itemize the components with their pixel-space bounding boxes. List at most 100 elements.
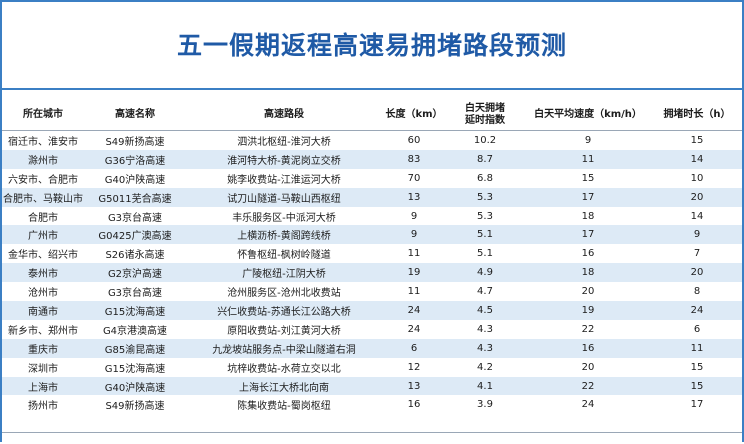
cell-duration: 9 bbox=[652, 225, 742, 245]
cell-section: 广陵枢纽-江阴大桥 bbox=[186, 263, 382, 283]
cell-avg-speed: 20 bbox=[581, 361, 595, 373]
cell-duration: 14 bbox=[690, 210, 704, 222]
cell-duration: 6 bbox=[693, 323, 701, 335]
cell-length: 60 bbox=[407, 134, 421, 146]
cell-duration: 24 bbox=[652, 301, 742, 320]
cell-city: 上海市 bbox=[2, 376, 84, 396]
cell-city: 深圳市 bbox=[28, 363, 58, 375]
col-header-section: 高速路段 bbox=[186, 100, 382, 131]
cell-length: 83 bbox=[382, 149, 446, 169]
cell-length: 13 bbox=[382, 376, 446, 396]
cell-length: 11 bbox=[407, 286, 421, 298]
cell-length: 13 bbox=[382, 187, 446, 207]
cell-city: 泰州市 bbox=[2, 263, 84, 283]
cell-duration: 20 bbox=[652, 187, 742, 207]
cell-avg-speed: 18 bbox=[581, 210, 595, 222]
cell-duration: 8 bbox=[693, 286, 701, 298]
cell-avg-speed: 11 bbox=[524, 149, 652, 169]
cell-highway: S49新扬高速 bbox=[105, 136, 165, 148]
cell-city: 合肥市 bbox=[28, 212, 58, 224]
cell-highway: G0425广澳高速 bbox=[84, 225, 186, 245]
col-header-length: 长度（km） bbox=[382, 100, 446, 131]
cell-length: 6 bbox=[382, 338, 446, 358]
cell-highway: G4京港澳高速 bbox=[102, 325, 168, 337]
cell-highway: G3京台高速 bbox=[107, 288, 163, 300]
cell-avg-speed: 9 bbox=[584, 134, 592, 146]
cell-highway: G40沪陕高速 bbox=[104, 174, 166, 186]
col-header-avg-speed: 白天平均速度（km/h） bbox=[524, 100, 652, 131]
cell-delay-index: 4.9 bbox=[446, 263, 524, 283]
cell-duration: 20 bbox=[652, 263, 742, 283]
table-bottom-rule bbox=[2, 432, 742, 433]
cell-section: 上海长江大桥北向南 bbox=[186, 376, 382, 396]
cell-highway: G85渝昆高速 bbox=[84, 338, 186, 358]
cell-delay-index: 4.7 bbox=[477, 286, 493, 298]
cell-length: 24 bbox=[382, 301, 446, 320]
cell-duration: 15 bbox=[652, 376, 742, 396]
title-divider bbox=[2, 88, 742, 90]
table-row: 宿迁市、淮安市 S49新扬高速 泗洪北枢纽-淮河大桥 60 10.2 9 15 bbox=[2, 131, 742, 150]
table-row: 泰州市 G2京沪高速 广陵枢纽-江阴大桥 19 4.9 18 20 bbox=[2, 263, 742, 283]
cell-avg-speed: 15 bbox=[581, 172, 595, 184]
cell-length: 70 bbox=[407, 172, 421, 184]
cell-highway: G3京台高速 bbox=[107, 212, 163, 224]
table-row: 广州市 G0425广澳高速 上横沥桥-黄阁跨线桥 9 5.1 17 9 bbox=[2, 225, 742, 245]
cell-delay-index: 6.8 bbox=[477, 172, 493, 184]
cell-duration: 15 bbox=[690, 361, 704, 373]
cell-highway: G36宁洛高速 bbox=[84, 149, 186, 169]
cell-section: 坑梓收费站-水荷立交以北 bbox=[227, 363, 341, 375]
table-row: 合肥市 G3京台高速 丰乐服务区-中派河大桥 9 5.3 18 14 bbox=[2, 207, 742, 226]
cell-length: 12 bbox=[407, 361, 421, 373]
table-row: 金华市、绍兴市 S26诸永高速 怀鲁枢纽-枫树岭隧道 11 5.1 16 7 bbox=[2, 244, 742, 263]
table-row: 扬州市 S49新扬高速 陈集收费站-蜀岗枢纽 16 3.9 24 17 bbox=[2, 395, 742, 414]
cell-section: 九龙坡站服务点-中梁山隧道右洞 bbox=[186, 338, 382, 358]
cell-avg-speed: 22 bbox=[581, 323, 595, 335]
cell-duration: 14 bbox=[652, 149, 742, 169]
table-row: 合肥市、马鞍山市 G5011芜合高速 试刀山隧道-马鞍山西枢纽 13 5.3 17 20 bbox=[2, 187, 742, 207]
cell-city: 广州市 bbox=[2, 225, 84, 245]
cell-city: 六安市、合肥市 bbox=[8, 174, 78, 186]
cell-delay-index: 4.2 bbox=[477, 361, 493, 373]
cell-section: 怀鲁枢纽-枫树岭隧道 bbox=[237, 250, 331, 262]
cell-duration: 10 bbox=[690, 172, 704, 184]
cell-duration: 7 bbox=[693, 248, 701, 260]
congestion-table: 所在城市 高速名称 高速路段 长度（km） 白天拥堵 延时指数 白天平均速度（k… bbox=[2, 100, 742, 414]
cell-highway: S26诸永高速 bbox=[105, 250, 165, 262]
page-title: 五一假期返程高速易拥堵路段预测 bbox=[176, 31, 567, 60]
cell-length: 24 bbox=[407, 323, 421, 335]
cell-highway: G2京沪高速 bbox=[84, 263, 186, 283]
cell-avg-speed: 17 bbox=[524, 187, 652, 207]
cell-section: 陈集收费站-蜀岗枢纽 bbox=[237, 401, 331, 413]
col-header-duration: 拥堵时长（h） bbox=[652, 100, 742, 131]
table-header-row: 所在城市 高速名称 高速路段 长度（km） 白天拥堵 延时指数 白天平均速度（k… bbox=[2, 100, 742, 131]
cell-delay-index: 5.3 bbox=[477, 210, 493, 222]
cell-highway: G40沪陕高速 bbox=[84, 376, 186, 396]
col-header-highway: 高速名称 bbox=[84, 100, 186, 131]
cell-avg-speed: 24 bbox=[581, 399, 595, 411]
cell-delay-index: 10.2 bbox=[473, 134, 497, 146]
cell-avg-speed: 20 bbox=[581, 286, 595, 298]
col-header-city: 所在城市 bbox=[2, 100, 84, 131]
cell-duration: 15 bbox=[690, 134, 704, 146]
cell-city: 南通市 bbox=[2, 301, 84, 320]
table-row: 上海市 G40沪陕高速 上海长江大桥北向南 13 4.1 22 15 bbox=[2, 376, 742, 396]
cell-section: 上横沥桥-黄阁跨线桥 bbox=[186, 225, 382, 245]
cell-city: 重庆市 bbox=[2, 338, 84, 358]
cell-city: 金华市、绍兴市 bbox=[8, 250, 78, 262]
cell-section: 兴仁收费站-苏通长江公路大桥 bbox=[186, 301, 382, 320]
cell-duration: 17 bbox=[690, 399, 704, 411]
cell-highway: G15沈海高速 bbox=[84, 301, 186, 320]
cell-highway: G5011芜合高速 bbox=[84, 187, 186, 207]
cell-city: 宿迁市、淮安市 bbox=[8, 136, 78, 148]
table-row: 新乡市、郑州市 G4京港澳高速 原阳收费站-刘江黄河大桥 24 4.3 22 6 bbox=[2, 320, 742, 339]
cell-section: 泗洪北枢纽-淮河大桥 bbox=[237, 136, 331, 148]
cell-delay-index: 5.3 bbox=[446, 187, 524, 207]
cell-delay-index: 4.3 bbox=[477, 323, 493, 335]
table-row: 南通市 G15沈海高速 兴仁收费站-苏通长江公路大桥 24 4.5 19 24 bbox=[2, 301, 742, 320]
cell-avg-speed: 18 bbox=[524, 263, 652, 283]
cell-city: 沧州市 bbox=[28, 288, 58, 300]
table-row: 深圳市 G15沈海高速 坑梓收费站-水荷立交以北 12 4.2 20 15 bbox=[2, 358, 742, 377]
cell-delay-index: 8.7 bbox=[446, 149, 524, 169]
cell-avg-speed: 19 bbox=[524, 301, 652, 320]
